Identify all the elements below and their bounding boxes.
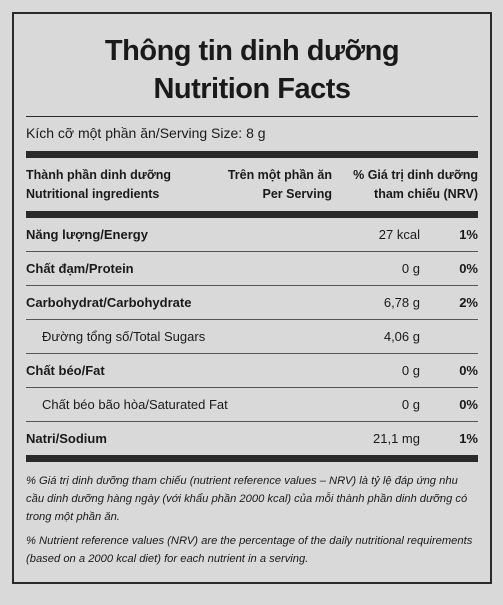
header-text: Per Serving <box>262 187 332 201</box>
nutrient-amount: 21,1 mg <box>373 431 420 446</box>
header-text: % Giá trị dinh dưỡng <box>353 168 478 182</box>
title-en: Nutrition Facts <box>153 73 351 105</box>
header-text: Trên một phần ăn <box>227 168 332 182</box>
nutrient-name: Chất béo bão hòa/Saturated Fat <box>42 397 228 412</box>
header-nrv: % Giá trị dinh dưỡng tham chiếu (NRV) <box>332 166 478 204</box>
nutrient-rows: Năng lượng/Energy 27 kcal 1% Chất đạm/Prote… <box>14 218 490 455</box>
nutrient-nrv: 1% <box>459 431 478 446</box>
nutrient-amount: 4,06 g <box>383 329 420 344</box>
nutrient-row: Đường tổng số/Total Sugars 4,06 g <box>26 320 478 354</box>
nutrient-name: Natri/Sodium <box>26 431 107 446</box>
footnotes: % Giá trị dinh dưỡng tham chiếu (nutrien… <box>14 462 490 568</box>
nutrient-nrv: 2% <box>459 295 478 310</box>
thick-rule <box>26 211 478 218</box>
nutrient-name: Chất đạm/Protein <box>26 261 134 276</box>
nutrient-amount: 0 g <box>401 363 420 378</box>
nutrient-row: Natri/Sodium 21,1 mg 1% <box>26 422 478 455</box>
serving-size: Kích cỡ một phần ăn/Serving Size: 8 g <box>26 125 266 141</box>
nutrient-nrv: 0% <box>459 261 478 276</box>
thick-rule <box>26 151 478 158</box>
nutrient-row: Chất béo bão hòa/Saturated Fat 0 g 0% <box>26 388 478 422</box>
nutrient-nrv: 0% <box>459 363 478 378</box>
nutrient-row: Carbohydrat/Carbohydrate 6,78 g 2% <box>26 286 478 320</box>
nutrient-amount: 0 g <box>401 397 420 412</box>
column-headers: Thành phần dinh dưỡng Nutritional ingred… <box>14 158 490 211</box>
header-ingredient: Thành phần dinh dưỡng Nutritional ingred… <box>26 166 196 204</box>
nutrient-amount: 6,78 g <box>383 295 420 310</box>
nutrient-amount: 27 kcal <box>378 227 420 242</box>
nutrient-name: Chất béo/Fat <box>26 363 105 378</box>
footnote: % Giá trị dinh dưỡng tham chiếu (nutrien… <box>26 475 468 523</box>
header-text: Nutritional ingredients <box>26 187 160 201</box>
nutrition-label: Thông tin dinh dưỡng Nutrition Facts Kíc… <box>12 12 492 584</box>
nutrient-row: Chất béo/Fat 0 g 0% <box>26 354 478 388</box>
nutrient-row: Chất đạm/Protein 0 g 0% <box>26 252 478 286</box>
thick-rule <box>26 455 478 462</box>
header-text: tham chiếu (NRV) <box>374 187 478 201</box>
nutrient-name: Đường tổng số/Total Sugars <box>42 329 206 344</box>
header-per-serving: Trên một phần ăn Per Serving <box>196 166 332 204</box>
nutrient-name: Năng lượng/Energy <box>26 227 148 242</box>
title-block: Thông tin dinh dưỡng Nutrition Facts <box>14 14 490 116</box>
title-vi: Thông tin dinh dưỡng <box>104 35 400 67</box>
nutrient-nrv: 1% <box>459 227 478 242</box>
rule <box>26 116 478 117</box>
nutrient-nrv: 0% <box>459 397 478 412</box>
footnote: % Nutrient reference values (NRV) are th… <box>26 535 473 565</box>
nutrient-amount: 0 g <box>401 261 420 276</box>
nutrient-row: Năng lượng/Energy 27 kcal 1% <box>26 218 478 252</box>
nutrient-name: Carbohydrat/Carbohydrate <box>26 295 192 310</box>
header-text: Thành phần dinh dưỡng <box>26 168 171 182</box>
